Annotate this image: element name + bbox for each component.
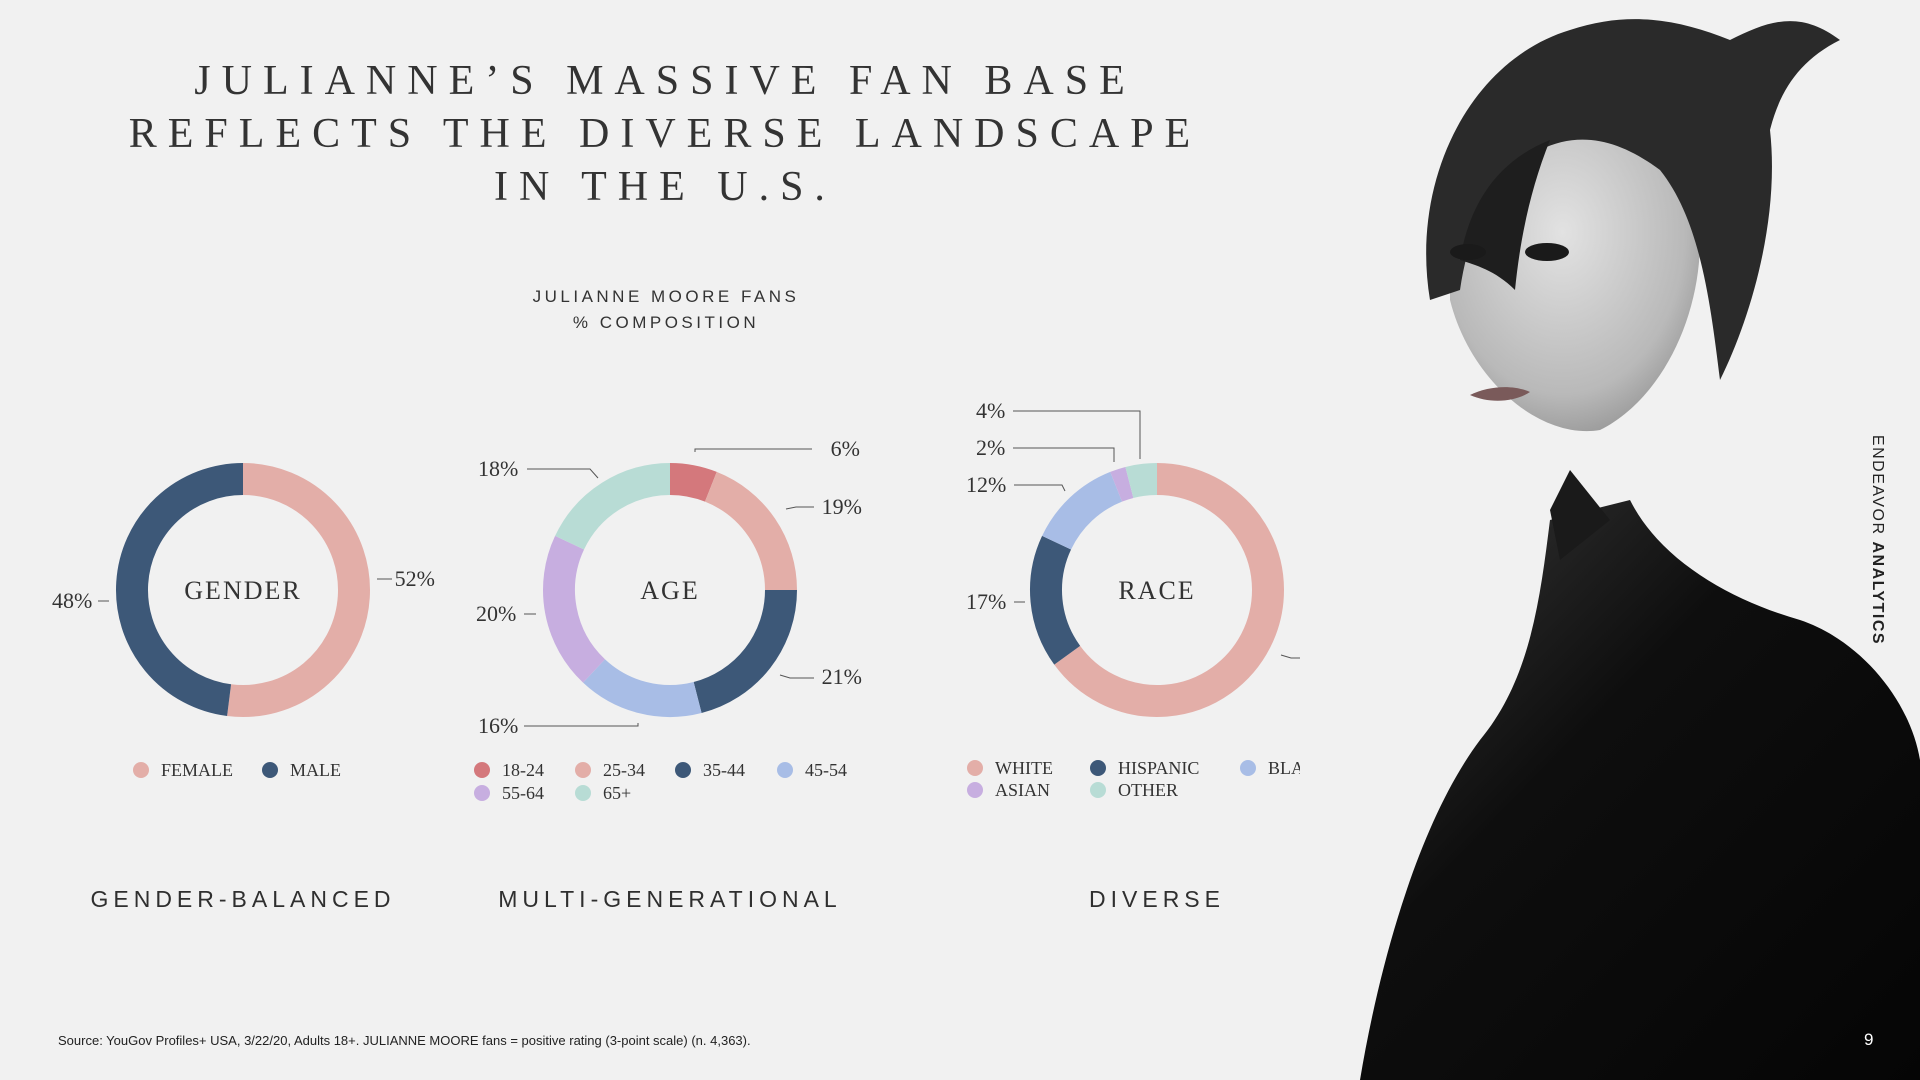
legend-marker — [967, 782, 983, 798]
legend-marker — [474, 762, 490, 778]
leader-line — [785, 506, 814, 510]
value-label: 2% — [976, 435, 1005, 460]
donut-segment — [227, 463, 370, 717]
legend-label: WHITE — [995, 758, 1053, 778]
value-label: 18% — [478, 456, 518, 481]
legend-marker — [1240, 760, 1256, 776]
brand-logo: ENDEAVOR ANALYTICS — [1869, 434, 1886, 646]
legend-marker — [967, 760, 983, 776]
title-line-3: IN THE U.S. — [494, 164, 836, 210]
donut-segment — [1110, 466, 1134, 502]
legend-label: ASIAN — [995, 780, 1050, 800]
donut-segment — [669, 463, 717, 502]
value-label: 19% — [822, 494, 862, 519]
gender-tag: GENDER-BALANCED — [90, 886, 396, 912]
legend-label: OTHER — [1118, 780, 1178, 800]
leader-line — [779, 674, 814, 679]
donut-charts: 52% FEMALE 48% MALE GENDER 6% 18-24 19% 25-34 21%… — [52, 398, 1300, 803]
value-label: 48% — [52, 588, 92, 613]
legend-marker — [474, 785, 490, 801]
donut-chart-race: 65%WHITE17%HISPANIC12%BLACK2%ASIAN4%OTHE… — [966, 398, 1300, 800]
donut-segment — [1125, 463, 1158, 499]
value-label: 4% — [976, 398, 1005, 423]
donut-segment — [583, 658, 702, 717]
legend-marker — [675, 762, 691, 778]
legend-marker — [262, 762, 278, 778]
value-label: 12% — [966, 472, 1006, 497]
legend-marker — [1090, 782, 1106, 798]
race-tag: DIVERSE — [1089, 886, 1225, 912]
legend-label: MALE — [290, 760, 341, 780]
leader-line — [524, 723, 639, 727]
center-label: AGE — [640, 576, 699, 605]
legend-label: 65+ — [603, 783, 631, 803]
value-label: 6% — [831, 436, 860, 461]
legend-marker — [777, 762, 793, 778]
legend-label: 45-54 — [805, 760, 847, 780]
legend-marker — [575, 762, 591, 778]
legend-marker — [575, 785, 591, 801]
center-label: RACE — [1118, 576, 1195, 605]
leader-line — [1014, 484, 1066, 492]
legend-label: BLACK — [1268, 758, 1300, 778]
value-label: 20% — [476, 601, 516, 626]
value-label: 21% — [822, 664, 862, 689]
donut-segment — [543, 535, 606, 683]
legend-label: 18-24 — [502, 760, 544, 780]
center-label: GENDER — [184, 576, 301, 605]
legend-label: HISPANIC — [1118, 758, 1199, 778]
donut-segment — [1030, 535, 1081, 665]
legend-label: FEMALE — [161, 760, 233, 780]
page-number: 9 — [1864, 1030, 1874, 1049]
subtitle-line-2: % COMPOSITION — [572, 313, 760, 332]
portrait-photo — [1360, 19, 1920, 1080]
donut-chart-age: 6% 18-24 19% 25-34 21% 35-44 16% 45-54 20% 55-64 1… — [474, 436, 862, 803]
value-label: 52% — [395, 566, 435, 591]
legend-label: 55-64 — [502, 783, 544, 803]
legend-label: 25-34 — [603, 760, 645, 780]
chart-subtitle: JULIANNE MOORE FANS % COMPOSITION — [466, 284, 866, 336]
donut-chart-gender: 52% FEMALE 48% MALE GENDER — [52, 463, 435, 780]
age-tag: MULTI-GENERATIONAL — [498, 886, 842, 912]
leader-line — [527, 468, 599, 479]
legend-label: 35-44 — [703, 760, 745, 780]
source-note: Source: YouGov Profiles+ USA, 3/22/20, A… — [58, 1033, 751, 1048]
donut-segment — [116, 463, 244, 716]
leader-line — [1280, 654, 1300, 659]
leader-line — [1013, 447, 1115, 462]
donut-segment — [1054, 463, 1284, 717]
donut-segment — [1042, 471, 1123, 551]
page-title: JULIANNE’S MASSIVE FAN BASE REFLECTS THE… — [70, 55, 1260, 214]
leader-line — [694, 448, 812, 452]
donut-segment — [555, 463, 671, 550]
donut-segment — [693, 589, 797, 714]
value-label: 17% — [966, 589, 1006, 614]
value-label: 16% — [478, 713, 518, 738]
donut-segment — [704, 471, 797, 591]
leader-line — [1013, 410, 1141, 459]
legend-marker — [1090, 760, 1106, 776]
title-line-2: REFLECTS THE DIVERSE LANDSCAPE — [128, 111, 1202, 157]
title-line-1: JULIANNE’S MASSIVE FAN BASE — [194, 58, 1136, 104]
legend-marker — [133, 762, 149, 778]
subtitle-line-1: JULIANNE MOORE FANS — [532, 287, 800, 306]
